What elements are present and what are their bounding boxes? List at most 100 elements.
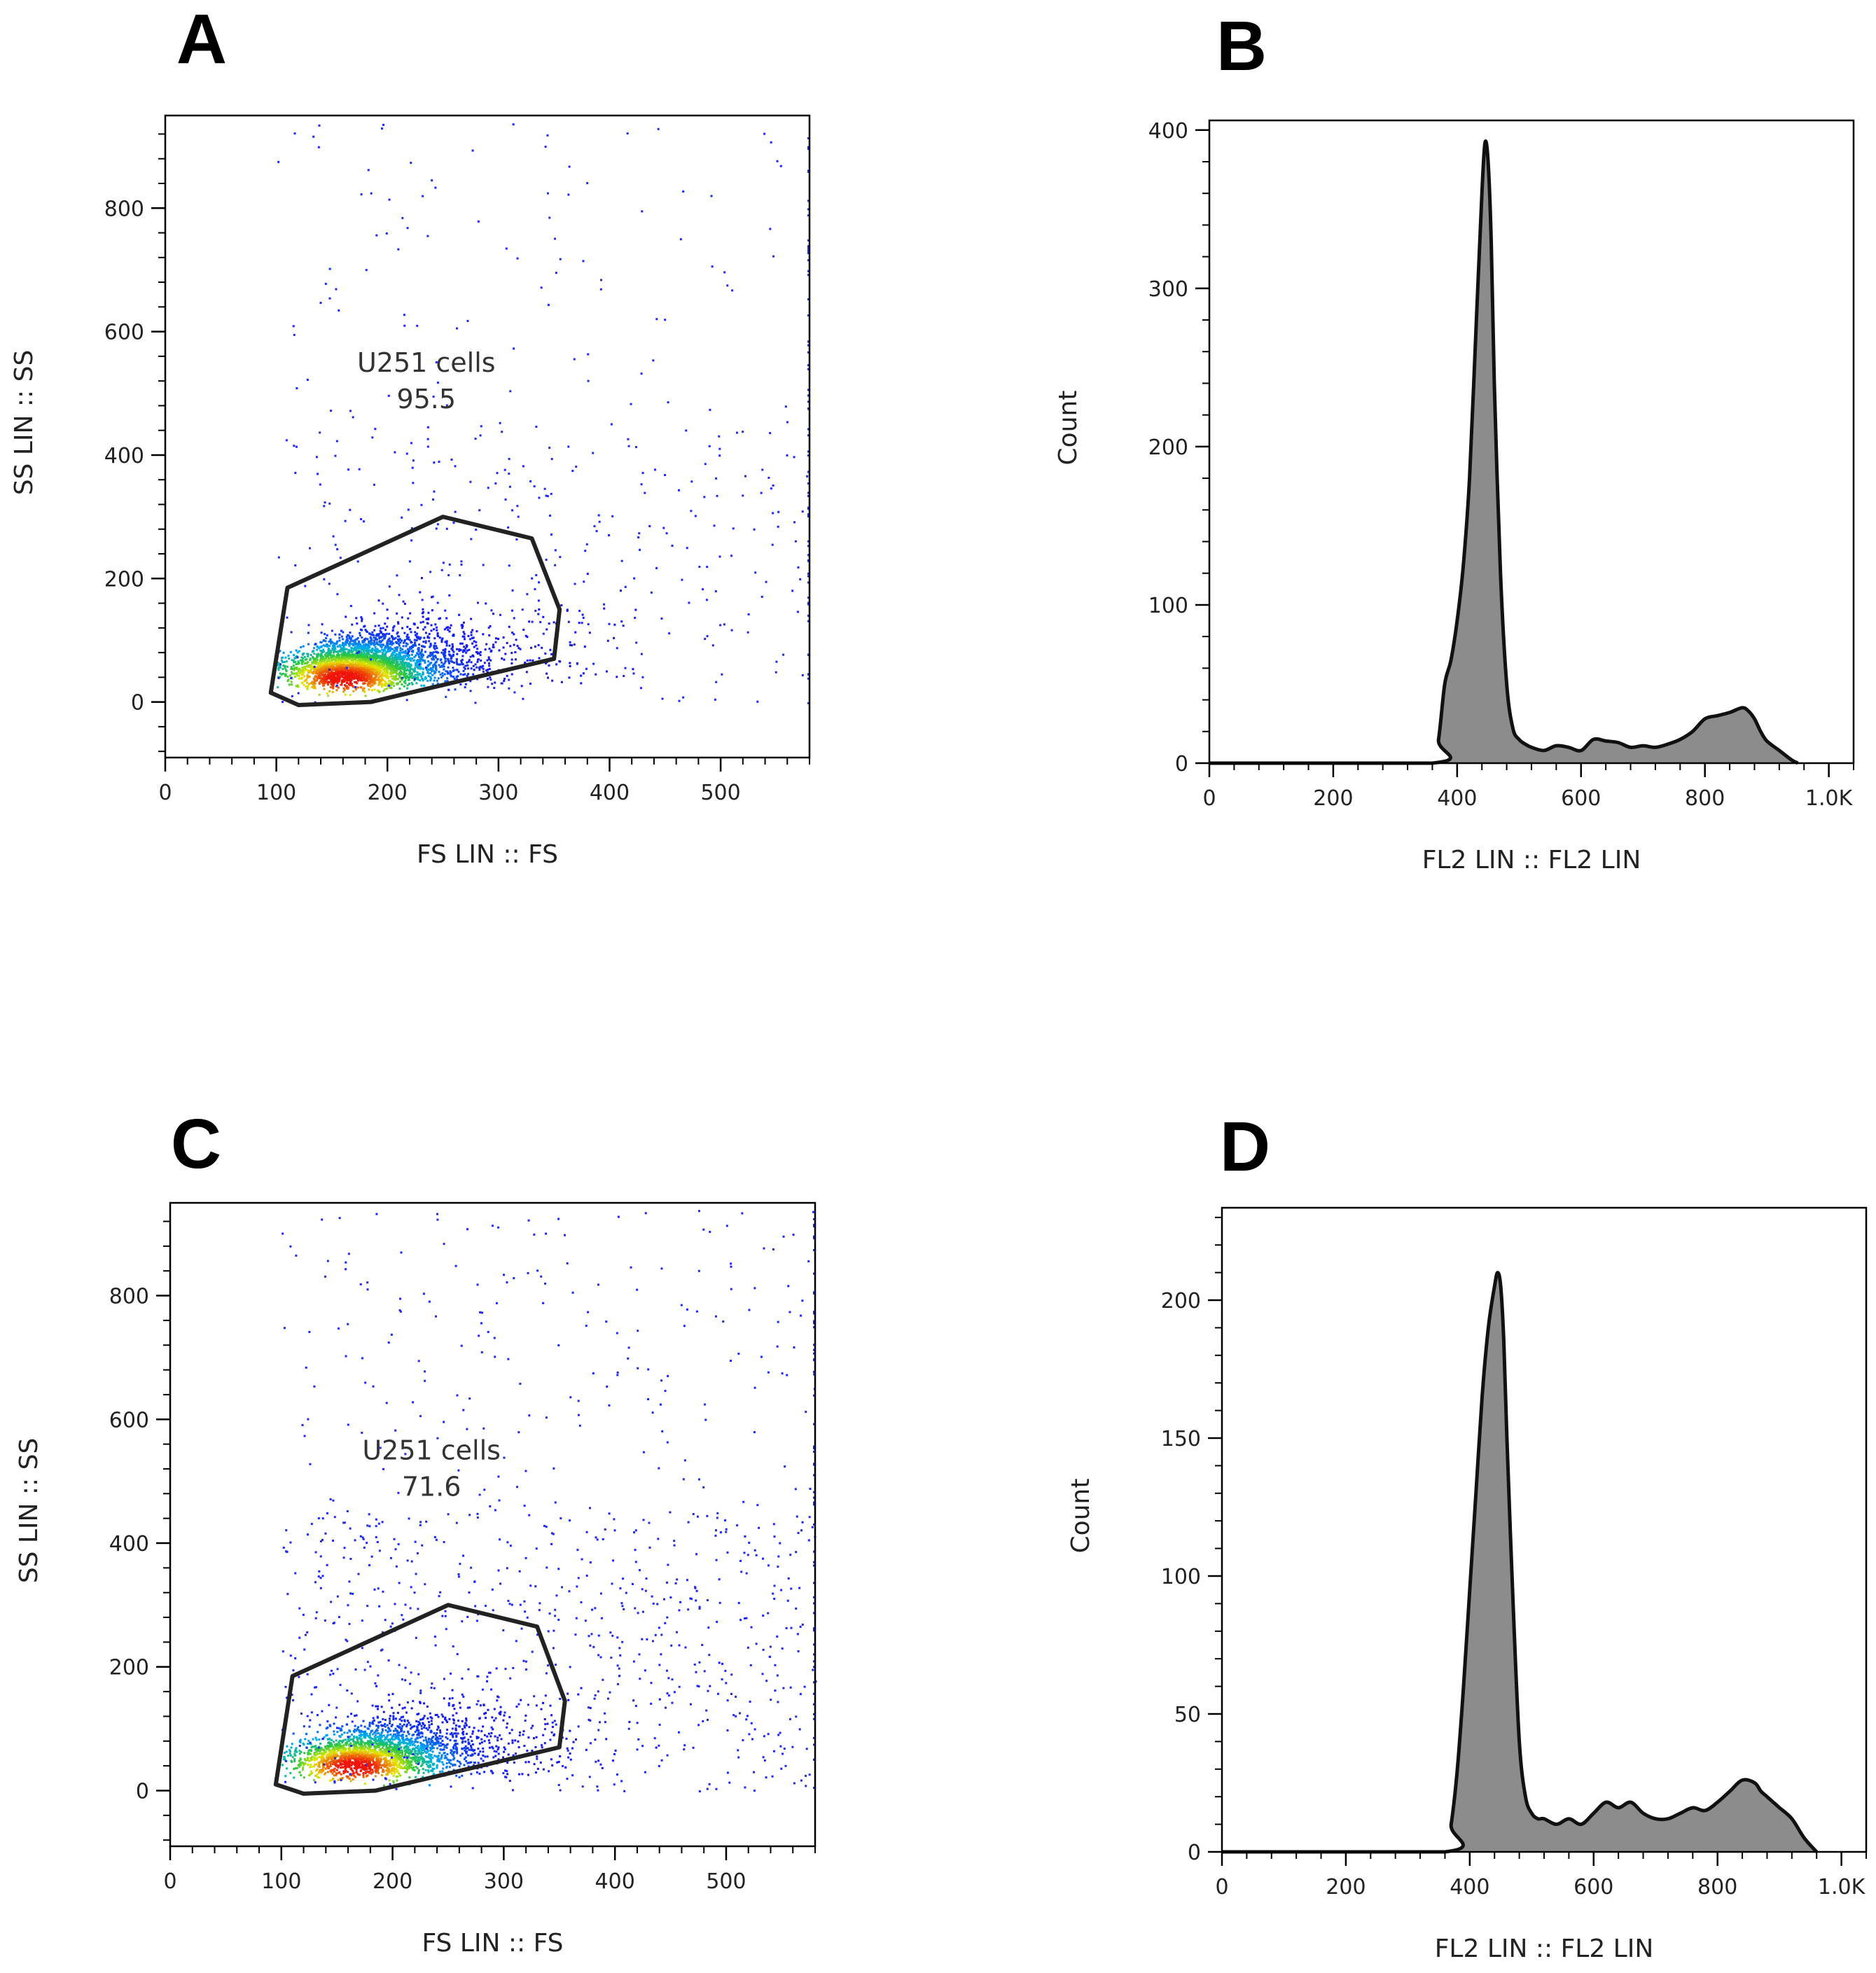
scatter-point <box>389 1762 391 1764</box>
scatter-point <box>442 562 445 564</box>
scatter-point <box>408 673 410 676</box>
scatter-point <box>351 1734 354 1736</box>
scatter-point <box>428 1724 431 1727</box>
scatter-point <box>359 650 362 653</box>
scatter-point <box>374 1749 377 1752</box>
scatter-point <box>370 637 373 640</box>
scatter-point <box>433 644 436 647</box>
scatter-point <box>381 639 384 642</box>
scatter-point <box>343 668 346 671</box>
scatter-point <box>392 1718 395 1721</box>
scatter-point <box>690 480 693 483</box>
scatter-point <box>641 471 644 474</box>
scatter-point <box>303 1743 305 1746</box>
scatter-point <box>445 695 447 698</box>
scatter-point <box>354 668 356 671</box>
scatter-point <box>494 482 497 484</box>
scatter-point <box>317 1731 319 1734</box>
scatter-point <box>426 635 429 638</box>
scatter-point <box>339 667 342 670</box>
scatter-point <box>450 671 452 674</box>
scatter-point <box>369 636 372 639</box>
scatter-point <box>454 510 457 513</box>
scatter-point <box>401 1724 404 1727</box>
scatter-point <box>339 669 342 671</box>
scatter-point <box>339 557 342 559</box>
scatter-point <box>365 646 368 649</box>
scatter-point <box>335 1761 338 1764</box>
scatter-point <box>408 669 410 671</box>
scatter-point <box>433 490 436 493</box>
scatter-point <box>354 1764 357 1767</box>
scatter-point <box>414 631 417 634</box>
scatter-point <box>718 447 721 450</box>
scatter-point <box>786 454 788 456</box>
scatter-point <box>377 650 380 653</box>
scatter-point <box>306 676 309 679</box>
scatter-point <box>387 1771 389 1774</box>
scatter-point <box>706 566 709 569</box>
scatter-point <box>807 614 810 617</box>
scatter-point <box>723 271 726 274</box>
scatter-point <box>291 667 293 670</box>
scatter-point <box>443 662 446 664</box>
scatter-point <box>807 491 810 494</box>
scatter-point <box>308 676 311 678</box>
scatter-point <box>426 426 429 428</box>
scatter-point <box>375 651 377 654</box>
scatter-point <box>807 677 810 680</box>
scatter-point <box>384 667 387 670</box>
scatter-point <box>362 1772 365 1775</box>
scatter-point <box>391 1693 394 1696</box>
scatter-point <box>298 674 300 677</box>
scatter-point <box>446 1758 449 1761</box>
scatter-point <box>767 476 770 479</box>
scatter-point <box>321 1753 324 1756</box>
scatter-point <box>299 1738 302 1741</box>
scatter-point <box>715 681 718 683</box>
scatter-point <box>418 673 421 676</box>
scatter-point <box>424 660 426 662</box>
scatter-point <box>361 655 363 658</box>
scatter-point <box>301 676 304 679</box>
scatter-point <box>350 683 353 685</box>
scatter-point <box>412 646 415 648</box>
scatter-point <box>368 653 370 655</box>
scatter-point <box>299 677 302 680</box>
scatter-point <box>318 1752 321 1755</box>
scatter-point <box>429 676 431 678</box>
scatter-point <box>463 649 466 652</box>
scatter-point <box>543 487 546 490</box>
scatter-point <box>321 660 324 662</box>
scatter-point <box>317 662 320 664</box>
scatter-point <box>457 675 459 678</box>
scatter-point <box>335 678 338 681</box>
scatter-point <box>371 642 374 645</box>
scatter-point <box>399 669 402 672</box>
x-tick-label: 200 <box>1313 786 1353 811</box>
scatter-point <box>807 400 810 403</box>
scatter-point <box>357 676 360 678</box>
scatter-point <box>581 613 584 616</box>
scatter-point <box>426 1706 429 1708</box>
scatter-point <box>754 571 757 574</box>
scatter-point <box>640 653 643 655</box>
scatter-point <box>426 679 429 682</box>
scatter-point <box>708 445 711 447</box>
scatter-point <box>367 669 370 672</box>
scatter-point <box>587 623 590 626</box>
scatter-point <box>492 646 495 648</box>
scatter-point <box>345 1764 347 1766</box>
scatter-point <box>477 1729 480 1732</box>
scatter-point <box>356 679 359 682</box>
scatter-point <box>546 628 548 631</box>
scatter-point <box>320 655 323 657</box>
scatter-point <box>317 675 320 678</box>
scatter-point <box>349 604 352 607</box>
scatter-point <box>333 1722 335 1725</box>
scatter-point <box>412 482 415 484</box>
scatter-point <box>419 665 422 668</box>
scatter-point <box>296 684 299 687</box>
scatter-point <box>330 679 333 682</box>
scatter-point <box>360 675 363 678</box>
